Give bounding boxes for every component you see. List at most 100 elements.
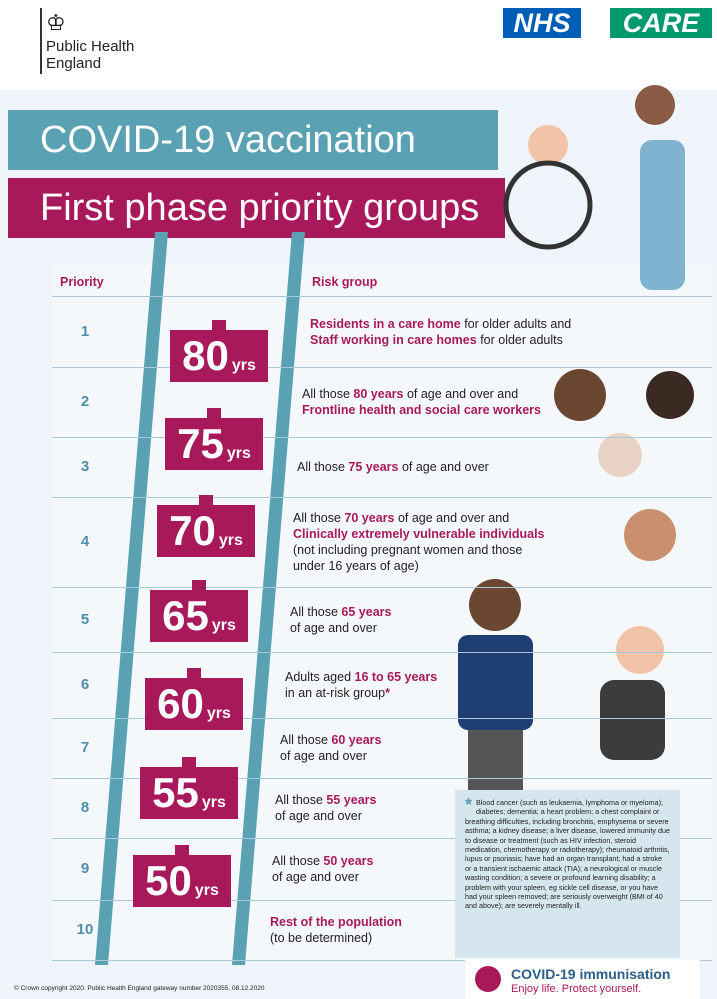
age-number: 50	[145, 857, 192, 904]
risk-text: for older adults and	[460, 316, 572, 331]
row-line	[52, 778, 712, 779]
age-sign: 65 yrs	[150, 580, 248, 642]
risk-text: of age and over	[272, 870, 359, 884]
risk-line: All those 75 years of age and over	[297, 459, 489, 475]
risk-highlight: 65 years	[341, 604, 392, 619]
figure	[624, 509, 676, 561]
risk-line: All those 60 years	[280, 732, 381, 748]
nhs-logo: NHS	[503, 8, 581, 38]
risk-line: Clinically extremely vulnerable individu…	[293, 526, 545, 542]
risk-group: All those 60 years of age and over	[280, 732, 381, 764]
figure	[528, 125, 568, 165]
org-line: England	[46, 55, 102, 72]
age-number: 60	[157, 680, 204, 727]
age-sign: 80 yrs	[170, 320, 268, 382]
row-line	[52, 296, 712, 297]
logo-rule	[40, 8, 42, 74]
risk-text: of age and over and	[403, 387, 519, 401]
header-risk: Risk group	[312, 275, 378, 289]
risk-text: in an at-risk group	[285, 686, 386, 700]
risk-highlight: 80 years	[353, 387, 404, 401]
risk-line: All those 50 years	[272, 853, 373, 869]
risk-line: All those 80 years of age and over and	[302, 386, 541, 402]
figure	[635, 85, 675, 125]
risk-text: All those	[280, 733, 332, 747]
risk-line: (to be determined)	[270, 930, 402, 946]
risk-text: under 16 years of age)	[293, 559, 419, 573]
priority: 10	[76, 921, 94, 938]
risk-text: Adults aged	[285, 670, 355, 684]
ladder	[95, 232, 305, 965]
age-sign: 50 yrs	[133, 845, 231, 907]
risk-line: of age and over	[275, 808, 376, 824]
risk-highlight: 75 years	[348, 460, 399, 474]
age-unit: yrs	[211, 617, 236, 634]
age-sign: 60 yrs	[145, 668, 243, 730]
figure	[600, 680, 665, 760]
crest: ♔	[46, 10, 66, 35]
org-line: Public Health	[46, 38, 135, 55]
age-number: 65	[162, 592, 209, 639]
row-line	[52, 587, 712, 588]
figure	[458, 635, 533, 730]
ladder-rail	[232, 232, 305, 965]
risk-line: Residents in a care home for older adult…	[310, 316, 571, 332]
risk-group: Residents in a care home for older adult…	[310, 316, 571, 348]
row-line	[52, 652, 712, 653]
figures	[458, 85, 694, 790]
row-line	[52, 718, 712, 719]
figure	[469, 579, 521, 631]
priority: 9	[80, 860, 90, 877]
risk-highlight: Staff working in care homes	[310, 332, 477, 347]
brand-tagline: Enjoy life. Protect yourself.	[511, 983, 642, 995]
risk-line: of age and over	[272, 869, 373, 885]
footnote-marker: *	[465, 795, 473, 815]
age-unit: yrs	[206, 705, 231, 722]
priority: 4	[80, 533, 90, 550]
risk-highlight: Rest of the population	[270, 915, 402, 929]
age-sign: 70 yrs	[157, 495, 255, 557]
risk-line: of age and over	[280, 748, 381, 764]
risk-line: under 16 years of age)	[293, 558, 545, 574]
age-sign: 55 yrs	[140, 757, 238, 819]
figure	[468, 730, 523, 790]
risk-line: in an at-risk group*	[285, 685, 437, 701]
risk-group: Adults aged 16 to 65 years in an at-risk …	[285, 669, 437, 701]
priority: 7	[80, 739, 90, 756]
risk-highlight: Clinically extremely vulnerable individu…	[293, 527, 545, 541]
risk-text: All those	[272, 854, 324, 868]
risk-text: (to be determined)	[270, 931, 373, 945]
risk-highlight: 60 years	[331, 733, 382, 747]
risk-text: All those	[297, 460, 349, 474]
age-number: 70	[169, 507, 216, 554]
risk-text: of age and over	[275, 809, 362, 823]
risk-line: Staff working in care homes for older ad…	[310, 332, 571, 348]
age-unit: yrs	[231, 357, 256, 374]
risk-group: All those 80 years of age and over and Fr…	[302, 386, 541, 418]
risk-line: All those 65 years	[290, 604, 391, 620]
brand-name: COVID-19 immunisation	[511, 966, 671, 982]
risk-text: of age and over	[280, 749, 367, 763]
risk-line: Adults aged 16 to 65 years	[285, 669, 437, 685]
row-line	[52, 960, 712, 961]
risk-group: All those 50 years of age and over	[272, 853, 373, 885]
age-unit: yrs	[194, 882, 219, 899]
risk-group: All those 70 years of age and over and Cl…	[293, 510, 545, 574]
row-line	[52, 900, 712, 901]
age-number: 80	[182, 332, 229, 379]
age-unit: yrs	[226, 445, 251, 462]
priority: 2	[80, 393, 90, 410]
risk-highlight: *	[385, 686, 390, 700]
care-logo: CARE	[610, 8, 712, 38]
brand-icon	[475, 966, 501, 992]
age-sign: 75 yrs	[165, 408, 263, 470]
risk-group: Rest of the population (to be determined)	[270, 914, 402, 946]
risk-line: Frontline health and social care workers	[302, 402, 541, 418]
org-name: Public Health England	[46, 38, 134, 72]
risk-text: of age and over and	[394, 511, 510, 525]
risk-text: All those	[275, 793, 327, 807]
risk-highlight: Residents in a care home	[310, 316, 461, 331]
risk-highlight: 70 years	[344, 511, 395, 525]
age-number: 75	[177, 420, 224, 467]
risk-line: of age and over	[290, 620, 391, 636]
